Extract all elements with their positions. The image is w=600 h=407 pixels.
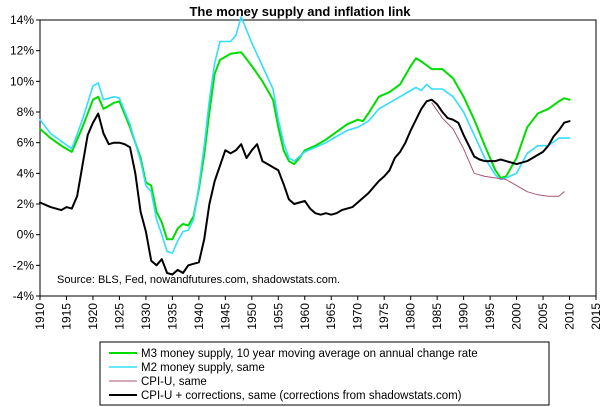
legend-label-1: M3 money supply, 10 year moving average …: [141, 348, 478, 360]
plot-area: [39, 19, 597, 297]
x-tick-label: 1995: [483, 303, 497, 330]
legend-label-3: CPI-U, same: [141, 376, 207, 388]
x-tick-label: 2005: [536, 303, 550, 330]
x-tick-label: 1920: [86, 303, 100, 330]
series-line-3: [431, 102, 565, 197]
x-tick-label: 1950: [245, 303, 259, 330]
x-tick-label: 1945: [218, 303, 232, 330]
series-line-2: [39, 16, 571, 254]
x-tick-label: 1915: [59, 303, 73, 330]
y-tick-label: 4%: [17, 166, 35, 180]
x-tick-label: 1910: [33, 303, 47, 330]
y-tick-label: 6%: [17, 136, 35, 150]
x-tick-label: 1960: [298, 303, 312, 330]
x-tick-label: 1975: [377, 303, 391, 330]
y-tick-label: 0%: [17, 228, 35, 242]
x-tick-label: 1940: [192, 303, 206, 330]
series-line-4: [39, 98, 571, 276]
x-tick-label: 1985: [430, 303, 444, 330]
y-tick-label: 8%: [17, 105, 35, 119]
x-tick-label: 2010: [563, 303, 577, 330]
chart-title: The money supply and inflation link: [189, 4, 411, 19]
x-tick-label: 2015: [589, 303, 600, 330]
x-axis: 1910 1915 1920 1925 1930 1935 1940 1945 1950 1955…: [33, 296, 600, 330]
x-tick-label: 1935: [165, 303, 179, 330]
y-tick-label: 12%: [10, 44, 34, 58]
y-axis: -4% -2% 0% 2% 4% 6% 8% 10% 12% 14%: [10, 13, 40, 303]
y-tick-label: 10%: [10, 74, 34, 88]
x-tick-label: 1965: [324, 303, 338, 330]
source-annotation: Source: BLS, Fed, nowandfutures.com, sha…: [57, 274, 340, 286]
legend-label-4: CPI-U + corrections, same (corrections f…: [141, 390, 462, 402]
x-tick-label: 1955: [271, 303, 285, 330]
x-tick-label: 2000: [510, 303, 524, 330]
x-tick-label: 1990: [457, 303, 471, 330]
x-tick-label: 1970: [351, 303, 365, 330]
x-tick-label: 1980: [404, 303, 418, 330]
y-tick-label: -2%: [13, 258, 35, 272]
legend-box: [99, 341, 550, 406]
legend: M3 money supply, 10 year moving average …: [109, 348, 478, 402]
y-tick-label: -4%: [13, 289, 35, 303]
y-tick-label: 2%: [17, 197, 35, 211]
y-tick-label: 14%: [10, 13, 34, 27]
series-layer: [39, 16, 571, 276]
x-tick-label: 1925: [112, 303, 126, 330]
legend-label-2: M2 money supply, same: [141, 362, 265, 374]
x-tick-label: 1930: [139, 303, 153, 330]
